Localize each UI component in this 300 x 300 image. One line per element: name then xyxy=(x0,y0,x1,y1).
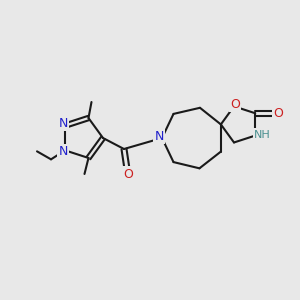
Text: N: N xyxy=(58,145,68,158)
Text: N: N xyxy=(154,130,164,142)
Text: O: O xyxy=(230,98,240,111)
Text: NH: NH xyxy=(254,130,271,140)
Text: N: N xyxy=(58,117,68,130)
Text: O: O xyxy=(123,167,133,181)
Text: O: O xyxy=(273,107,283,120)
